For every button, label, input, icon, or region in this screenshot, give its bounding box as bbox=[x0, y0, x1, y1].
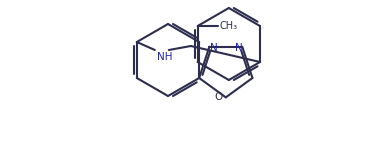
Text: NH: NH bbox=[157, 52, 172, 62]
Text: N: N bbox=[210, 43, 218, 53]
Text: O: O bbox=[215, 92, 223, 102]
Text: CH₃: CH₃ bbox=[220, 21, 238, 31]
Text: N: N bbox=[235, 43, 243, 53]
